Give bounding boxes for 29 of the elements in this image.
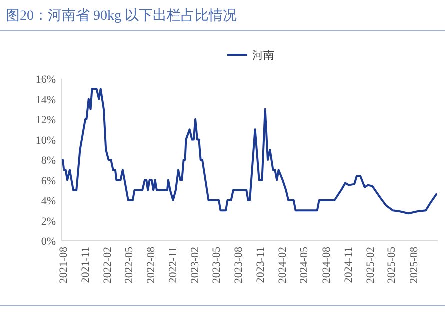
y-tick-label: 10% [36,134,56,147]
y-tick-label: 16% [36,74,56,86]
x-tick-label: 2022-08 [145,246,158,284]
x-tick-label: 2024-08 [320,246,333,284]
y-tick-label: 6% [41,175,56,188]
x-tick-label: 2022-02 [102,247,114,284]
legend-label: 河南 [252,49,274,62]
x-tick-label: 2022-11 [168,247,180,284]
x-tick-label: 2022-05 [123,246,136,284]
line-series [62,88,438,215]
x-tick-label: 2023-11 [255,247,268,284]
y-tick-label: 12% [36,114,56,126]
x-tick-label: 2023-02 [190,247,202,284]
x-tick-label: 2023-08 [233,246,246,284]
y-tick-label: 4% [41,196,56,208]
y-tick-label: 0% [41,236,56,248]
x-tick-label: 2024-02 [277,247,290,284]
title: 图20：河南省 90kg 以下出栏占比情况 [6,9,237,24]
x-tick-label: 2025-08 [408,246,420,284]
x-tick-label: 2025-02 [364,247,377,284]
x-tick-label: 2024-11 [342,247,355,284]
y-tick-label: 8% [41,155,56,167]
x-tick-label: 2023-05 [210,246,223,284]
x-tick-label: 2021-11 [80,247,92,284]
x-tick-label: 2025-05 [386,246,398,284]
x-tick-label: 2024-05 [298,246,311,284]
y-tick-label: 14% [36,94,56,106]
y-tick-label: 2% [41,216,56,228]
x-tick-label: 2021-08 [58,246,70,284]
